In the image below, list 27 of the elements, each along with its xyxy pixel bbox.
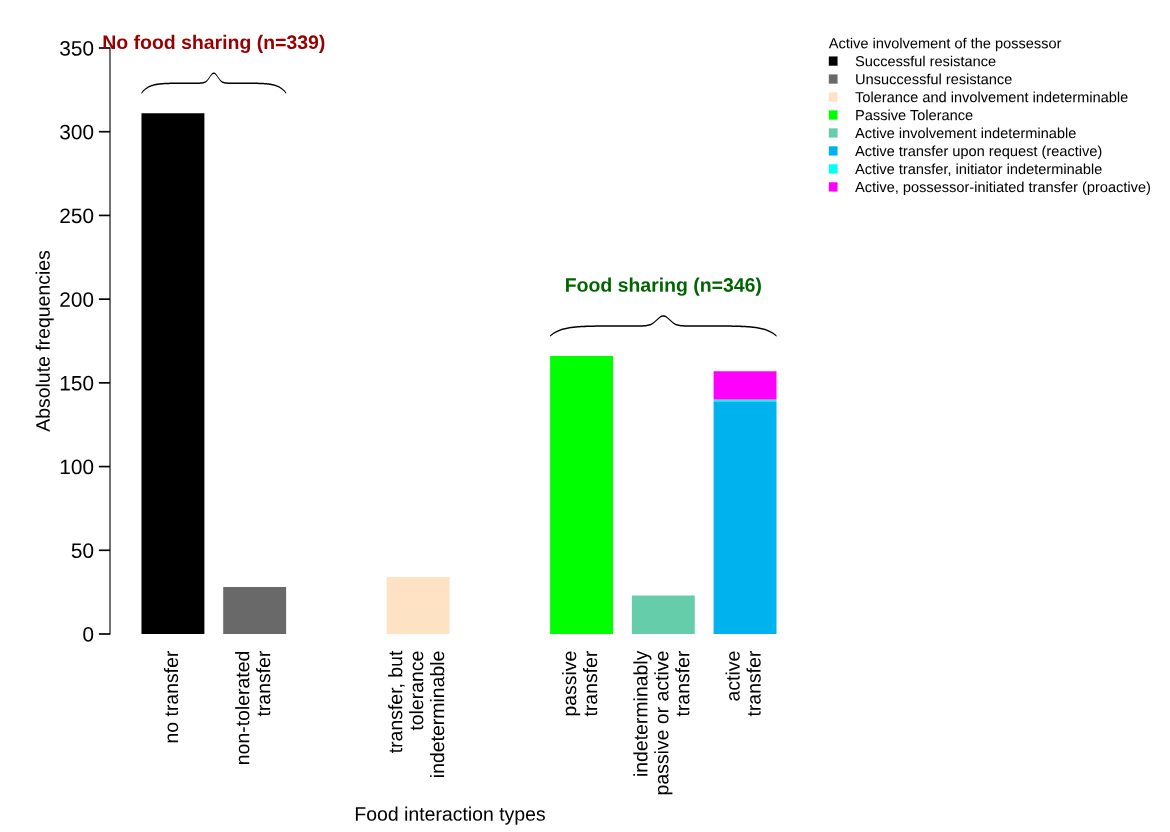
x-axis-title: Food interaction types: [355, 806, 545, 825]
legend-title: Active involvement of the possessor: [828, 37, 1062, 52]
x-tick-label: no transfer: [163, 650, 179, 743]
y-tick-label: 0: [83, 627, 94, 642]
x-tick-label: transfer, but tolerance indeterminable: [388, 650, 445, 777]
legend-label: Successful resistance: [855, 55, 996, 67]
legend-label: Active, possessor-initiated transfer (proactive): [855, 181, 1150, 196]
y-tick-label: 350: [60, 41, 94, 56]
y-axis-title: Absolute frequencies: [35, 250, 54, 432]
legend-label: Active transfer upon request (reactive): [855, 145, 1102, 160]
y-tick-label: 250: [60, 208, 94, 224]
legend-label: Passive Tolerance: [856, 109, 973, 121]
y-tick-label: 300: [60, 124, 94, 140]
annotation: No food sharing (n=339): [103, 34, 325, 54]
legend-label: Tolerance and involvement indeterminable: [855, 91, 1128, 103]
annotation: Food sharing (n=346): [566, 277, 761, 296]
y-tick-label: 200: [60, 292, 94, 307]
x-tick-label: passive transfer: [562, 650, 598, 717]
x-tick-label: indeterminably passive or active transfer: [633, 650, 690, 795]
legend-label: Active transfer, initiator indeterminable: [855, 163, 1102, 176]
y-tick-label: 150: [60, 375, 94, 391]
x-tick-label: active transfer: [725, 650, 761, 717]
legend-label: Active involvement indeterminable: [855, 127, 1076, 139]
legend-label: Unsuccessful resistance: [856, 73, 1012, 85]
x-tick-label: non-tolerated transfer: [235, 650, 271, 764]
y-tick-label: 100: [60, 459, 94, 475]
y-tick-label: 50: [71, 543, 94, 559]
